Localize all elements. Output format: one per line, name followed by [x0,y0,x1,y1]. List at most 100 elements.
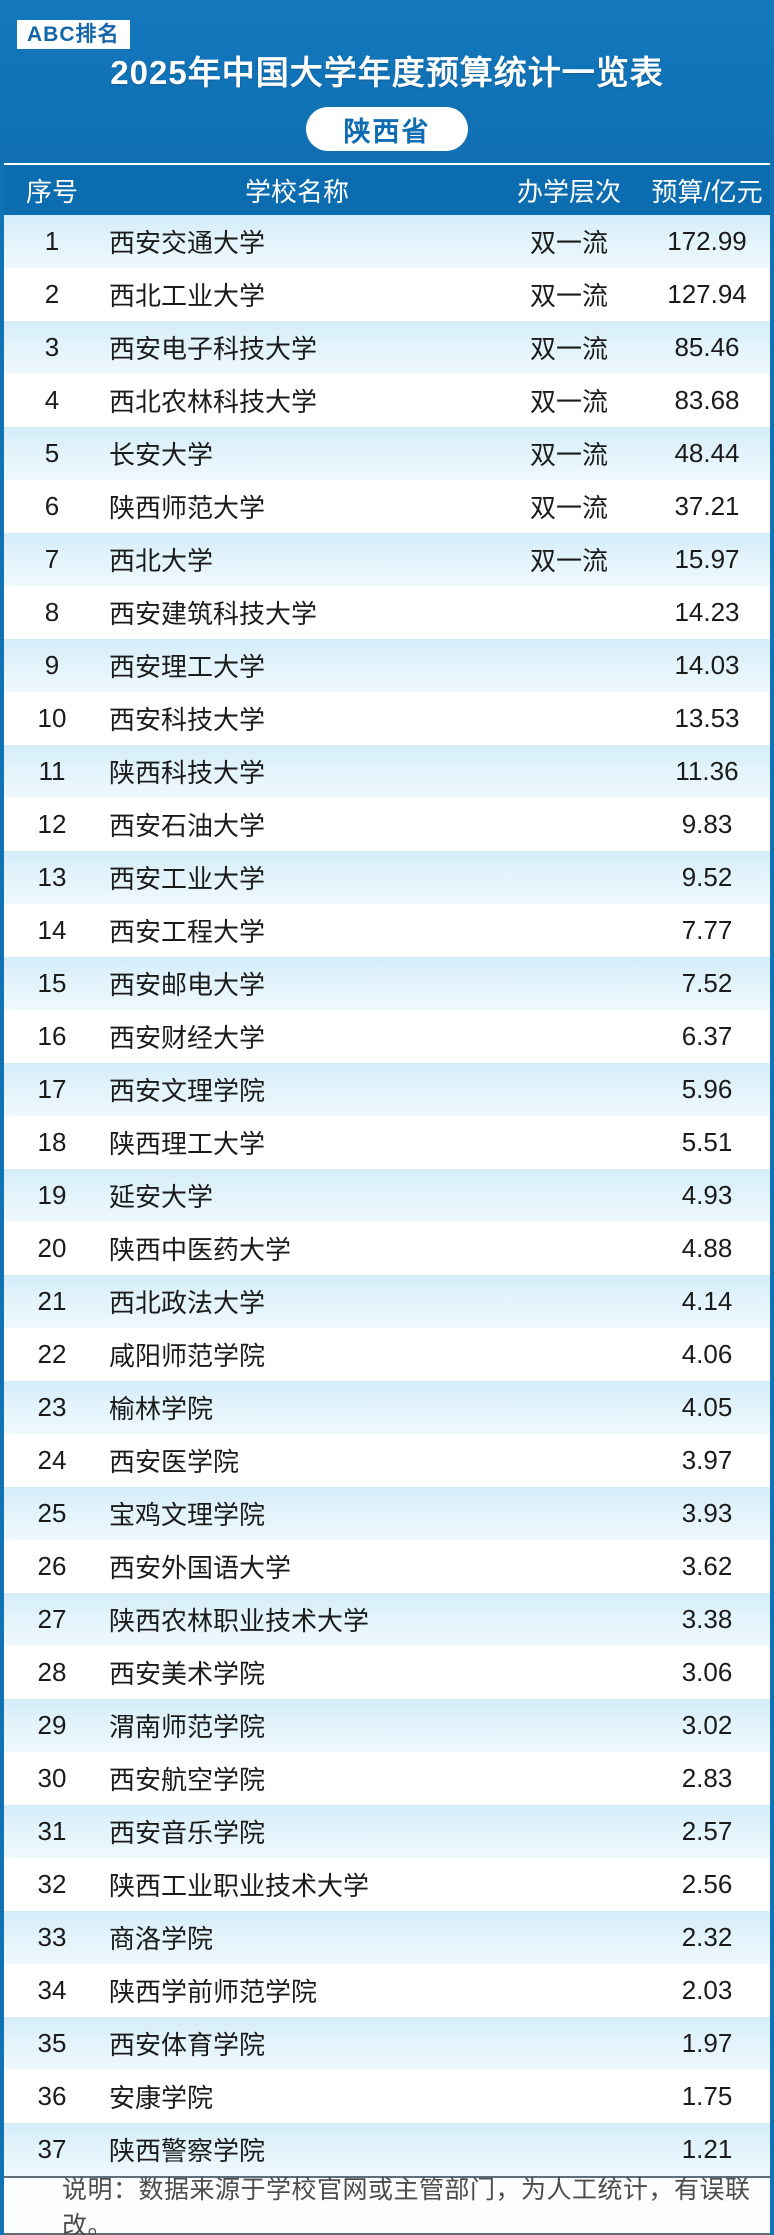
row-budget: 2.56 [681,1869,733,1899]
row-rank: 5 [44,438,60,468]
row-budget: 6.37 [681,1021,733,1051]
column-header-name: 学校名称 [244,176,349,207]
table-row: 8 西安建筑科技大学 14.23 [4,586,770,639]
row-budget: 3.93 [681,1498,733,1528]
row-school-name: 西北大学 [109,546,214,576]
table-row: 26 西安外国语大学 3.62 [4,1540,770,1593]
row-level: 双一流 [529,281,608,311]
row-school-name: 陕西师范大学 [109,493,266,523]
row-school-name: 渭南师范学院 [109,1712,266,1742]
row-school-name: 陕西科技大学 [109,758,266,788]
row-rank: 9 [44,650,60,680]
row-school-name: 咸阳师范学院 [109,1341,266,1371]
table-row: 23 榆林学院 4.05 [4,1381,770,1434]
row-school-name: 西安科技大学 [109,705,266,735]
table-row: 30 西安航空学院 2.83 [4,1752,770,1805]
table-row: 35 西安体育学院 1.97 [4,2017,770,2070]
table-row: 27 陕西农林职业技术大学 3.38 [4,1593,770,1646]
table-row: 12 西安石油大学 9.83 [4,798,770,851]
row-school-name: 陕西农林职业技术大学 [109,1606,370,1636]
row-rank: 34 [37,1975,67,2005]
province-pill: 陕西省 [306,107,468,151]
table-row: 32 陕西工业职业技术大学 2.56 [4,1858,770,1911]
row-school-name: 陕西学前师范学院 [109,1977,318,2007]
table-row: 22 咸阳师范学院 4.06 [4,1328,770,1381]
row-school-name: 安康学院 [109,2083,214,2113]
row-school-name: 延安大学 [109,1182,214,1212]
footer-note-bar: 说明：数据来源于学校官网或主管部门，为人工统计，有误联改。 [4,2176,770,2235]
table-row: 15 西安邮电大学 7.52 [4,957,770,1010]
table-row: 34 陕西学前师范学院 2.03 [4,1964,770,2017]
row-budget: 2.83 [681,1763,733,1793]
row-budget: 13.53 [674,703,740,733]
table-row: 25 宝鸡文理学院 3.93 [4,1487,770,1540]
row-rank: 14 [37,915,67,945]
row-rank: 13 [37,862,67,892]
poster-header: ABC排名 2025年中国大学年度预算统计一览表 陕西省 [0,0,774,163]
row-budget: 83.68 [674,385,740,415]
row-budget: 1.21 [681,2134,733,2164]
row-rank: 15 [37,968,67,998]
row-budget: 1.97 [681,2028,733,2058]
table-row: 14 西安工程大学 7.77 [4,904,770,957]
row-rank: 17 [37,1074,67,1104]
row-budget: 9.52 [681,862,733,892]
row-budget: 4.06 [681,1339,733,1369]
table-row: 31 西安音乐学院 2.57 [4,1805,770,1858]
row-rank: 37 [37,2134,67,2164]
row-school-name: 榆林学院 [109,1394,214,1424]
row-school-name: 陕西理工大学 [109,1129,266,1159]
row-rank: 33 [37,1922,67,1952]
row-school-name: 西安文理学院 [109,1076,266,1106]
row-level: 双一流 [529,493,608,523]
row-rank: 10 [37,703,67,733]
row-school-name: 西安外国语大学 [109,1553,292,1583]
row-school-name: 西北工业大学 [109,281,266,311]
row-budget: 127.94 [667,279,747,309]
row-budget: 7.52 [681,968,733,998]
row-rank: 25 [37,1498,67,1528]
table-row: 33 商洛学院 2.32 [4,1911,770,1964]
row-budget: 48.44 [674,438,740,468]
row-school-name: 西北农林科技大学 [109,387,318,417]
row-budget: 5.51 [681,1127,733,1157]
row-budget: 4.93 [681,1180,733,1210]
row-school-name: 陕西警察学院 [109,2136,266,2166]
row-school-name: 西安工程大学 [109,917,266,947]
row-school-name: 西安美术学院 [109,1659,266,1689]
table-row: 10 西安科技大学 13.53 [4,692,770,745]
row-budget: 172.99 [667,226,747,256]
row-budget: 5.96 [681,1074,733,1104]
row-rank: 16 [37,1021,67,1051]
row-rank: 26 [37,1551,67,1581]
row-level: 双一流 [529,387,608,417]
table-row: 13 西安工业大学 9.52 [4,851,770,904]
row-school-name: 宝鸡文理学院 [109,1500,266,1530]
table-row: 28 西安美术学院 3.06 [4,1646,770,1699]
table-row: 11 陕西科技大学 11.36 [4,745,770,798]
budget-table: 序号 学校名称 办学层次 预算/亿元 1 西安交通大学 双一流 172.99 2… [4,163,770,2176]
row-school-name: 西安邮电大学 [109,970,266,1000]
row-level: 双一流 [529,440,608,470]
column-header-budget: 预算/亿元 [651,176,763,207]
row-budget: 9.83 [681,809,733,839]
row-rank: 29 [37,1710,67,1740]
row-budget: 4.05 [681,1392,733,1422]
row-school-name: 西安医学院 [109,1447,240,1477]
row-rank: 8 [44,597,60,627]
row-school-name: 西安工业大学 [109,864,266,894]
row-school-name: 西安体育学院 [109,2030,266,2060]
table-header-row: 序号 学校名称 办学层次 预算/亿元 [4,163,770,215]
row-rank: 19 [37,1180,67,1210]
row-rank: 21 [37,1286,67,1316]
row-rank: 22 [37,1339,67,1369]
row-school-name: 西安电子科技大学 [109,334,318,364]
table-row: 2 西北工业大学 双一流 127.94 [4,268,770,321]
row-budget: 2.03 [681,1975,733,2005]
table-row: 3 西安电子科技大学 双一流 85.46 [4,321,770,374]
row-budget: 3.38 [681,1604,733,1634]
row-school-name: 西安交通大学 [109,228,266,258]
row-level: 双一流 [529,228,608,258]
table-row: 6 陕西师范大学 双一流 37.21 [4,480,770,533]
row-budget: 4.14 [681,1286,733,1316]
